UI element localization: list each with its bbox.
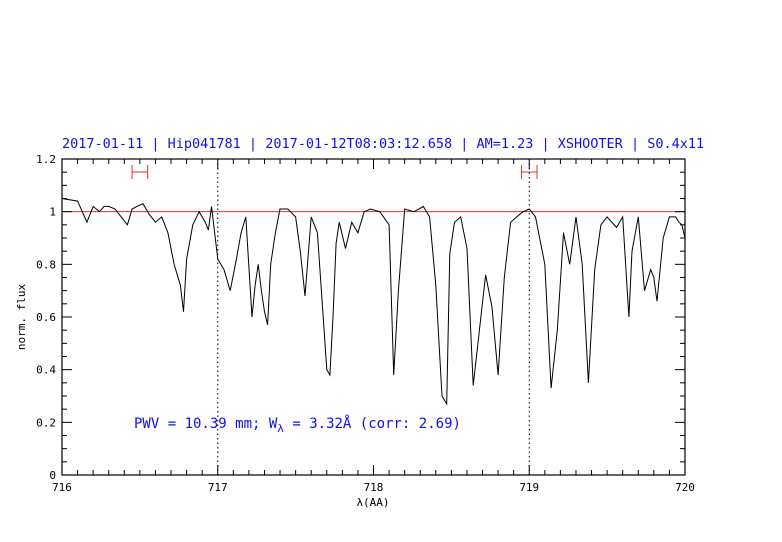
reference-lines [62, 159, 685, 475]
axis-ticks [61, 158, 686, 476]
x-tick-label: 716 [52, 481, 72, 494]
y-tick-label: 1.2 [36, 153, 56, 166]
y-tick-label: 0 [49, 469, 56, 482]
y-tick-label: 0.6 [36, 311, 56, 324]
chart-title: 2017-01-11 | Hip041781 | 2017-01-12T08:0… [62, 136, 705, 152]
x-tick-label: 720 [675, 481, 695, 494]
y-tick-label: 0.2 [36, 416, 56, 429]
x-tick-label: 718 [364, 481, 384, 494]
w-text: = 3.32Å (corr: 2.69) [284, 415, 461, 432]
y-tick-label: 0.8 [36, 258, 56, 271]
pwv-text: PWV = 10.39 mm; W [134, 416, 278, 432]
axis-tick-labels: 716 717 718 719 720 0 0.2 0.4 0.6 0.8 1 1.2 [36, 153, 695, 494]
continuum-windows [131, 165, 538, 179]
x-tick-label: 717 [208, 481, 228, 494]
spectrum-line [61, 198, 686, 406]
y-tick-label: 0.4 [36, 364, 56, 377]
x-tick-label: 719 [519, 481, 539, 494]
x-axis-label: λ(AA) [356, 496, 389, 509]
y-axis-label: norm. flux [15, 284, 28, 351]
y-tick-label: 1 [49, 206, 56, 219]
pwv-annotation: PWV = 10.39 mm; Wλ = 3.32Å (corr: 2.69) [134, 415, 461, 435]
w-subscript: λ [277, 422, 284, 435]
